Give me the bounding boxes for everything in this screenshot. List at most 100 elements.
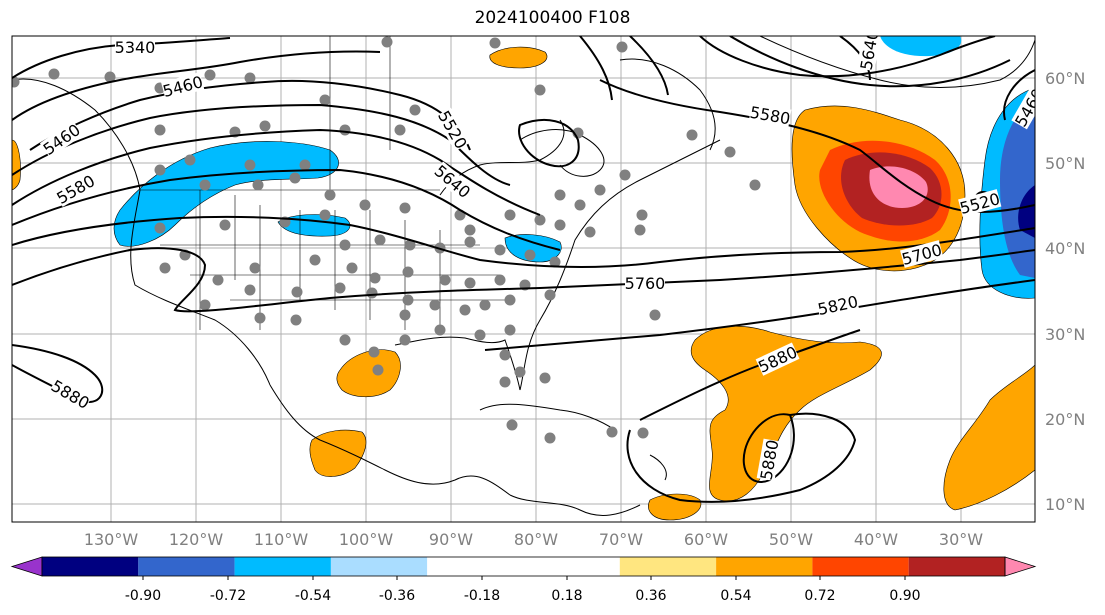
colorbar-segment <box>716 557 813 576</box>
contour-5880-lower <box>626 412 857 503</box>
svg-text:5820: 5820 <box>816 292 860 319</box>
station-dot <box>219 219 231 231</box>
station-dot <box>474 329 486 341</box>
colorbar-tick-label: 0.54 <box>720 588 751 604</box>
station-dot <box>399 334 411 346</box>
station-dot <box>494 244 506 256</box>
station-dot <box>252 179 264 191</box>
positive-anomaly-east <box>943 364 1035 511</box>
svg-text:5340: 5340 <box>115 38 156 57</box>
station-dot <box>464 277 476 289</box>
latitude-label: 50°N <box>1045 154 1085 173</box>
station-dot <box>594 184 606 196</box>
svg-text:5760: 5760 <box>625 274 666 293</box>
svg-text:5520: 5520 <box>434 107 471 152</box>
station-dot <box>339 334 351 346</box>
station-dot <box>368 346 380 358</box>
station-dot <box>324 189 336 201</box>
station-dot <box>402 294 414 306</box>
station-dot <box>634 224 646 236</box>
colorbar-segment <box>619 557 717 576</box>
contour-ring-north2 <box>629 36 669 96</box>
station-dot <box>539 372 551 384</box>
station-dot <box>504 324 516 336</box>
latitude-label: 30°N <box>1045 325 1085 344</box>
station-dot <box>439 274 451 286</box>
contour-north-east2 <box>729 36 1011 88</box>
longitude-label: 110°W <box>254 530 309 549</box>
station-dot <box>309 254 321 266</box>
station-dot <box>554 189 566 201</box>
anomaly-shading <box>12 36 1035 521</box>
station-dot <box>154 124 166 136</box>
contour-5820 <box>484 279 1035 351</box>
colorbar-segment <box>523 557 620 576</box>
station-dot <box>637 427 649 439</box>
colorbar-tick-label: 0.36 <box>635 588 666 604</box>
colorbar-tick-label: 0.72 <box>804 588 835 604</box>
contour-5580-atlantic <box>599 79 1035 213</box>
station-dot <box>184 154 196 166</box>
contour-label: 5520 <box>434 107 471 152</box>
station-dot <box>104 71 116 83</box>
colorbar-segment <box>330 557 428 576</box>
contour-5460-b <box>29 79 471 151</box>
station-dot <box>404 239 416 251</box>
colorbar-segment <box>908 557 1005 576</box>
station-dot <box>544 289 556 301</box>
longitude-label: 40°W <box>854 530 898 549</box>
station-dot <box>549 256 561 268</box>
contour-5880-ring <box>742 413 795 483</box>
station-dot <box>499 376 511 388</box>
station-dot <box>534 84 546 96</box>
station-dot <box>619 169 631 181</box>
station-dot <box>606 426 618 438</box>
station-dot <box>159 262 171 274</box>
station-dot <box>724 146 736 158</box>
longitude-labels: 130°W 120°W 110°W 100°W 90°W 80°W 70°W 60°W 50°W… <box>84 530 983 549</box>
station-dot <box>254 312 266 324</box>
longitude-label: 50°W <box>769 530 813 549</box>
station-dot <box>504 209 516 221</box>
station-dot <box>372 364 384 376</box>
latitude-labels: 60°N 50°N 40°N 30°N 20°N 10°N <box>1045 69 1085 514</box>
contour-label: 5640 <box>857 28 883 72</box>
station-dot <box>212 274 224 286</box>
station-dot <box>299 159 311 171</box>
station-dot <box>381 36 393 48</box>
longitude-label: 130°W <box>84 530 139 549</box>
station-dot <box>339 239 351 251</box>
station-dot <box>249 262 261 274</box>
station-dot <box>459 304 471 316</box>
longitude-label: 90°W <box>429 530 473 549</box>
station-dot <box>399 309 411 321</box>
station-dot <box>506 419 518 431</box>
colorbar-tick-label: -0.72 <box>210 588 246 604</box>
positive-anomaly-gulf <box>336 349 401 398</box>
station-dot <box>244 284 256 296</box>
station-dot <box>514 366 526 378</box>
contour-5520-low <box>518 119 580 168</box>
station-dot <box>244 159 256 171</box>
svg-text:5880: 5880 <box>48 376 93 413</box>
station-dot <box>464 236 476 248</box>
negative-anomaly-east-072 <box>1018 185 1035 238</box>
colorbar-tick-label: 0.90 <box>889 588 920 604</box>
contour-label: 5340 <box>115 38 156 57</box>
station-dot <box>464 224 476 236</box>
map-title: 2024100400 F108 <box>474 8 631 28</box>
latitude-label: 20°N <box>1045 410 1085 429</box>
contour-5880-west <box>12 344 104 403</box>
latitude-label: 10°N <box>1045 495 1085 514</box>
station-dot <box>204 69 216 81</box>
svg-text:5640: 5640 <box>857 28 883 71</box>
lat-lon-grid <box>12 36 1035 522</box>
station-dot <box>499 349 511 361</box>
station-dot <box>244 72 256 84</box>
svg-text:5460: 5460 <box>161 72 205 101</box>
longitude-label: 60°W <box>684 530 728 549</box>
station-dot <box>259 120 271 132</box>
station-dot <box>369 272 381 284</box>
contour-label: 5880 <box>48 376 93 413</box>
station-dot <box>686 129 698 141</box>
